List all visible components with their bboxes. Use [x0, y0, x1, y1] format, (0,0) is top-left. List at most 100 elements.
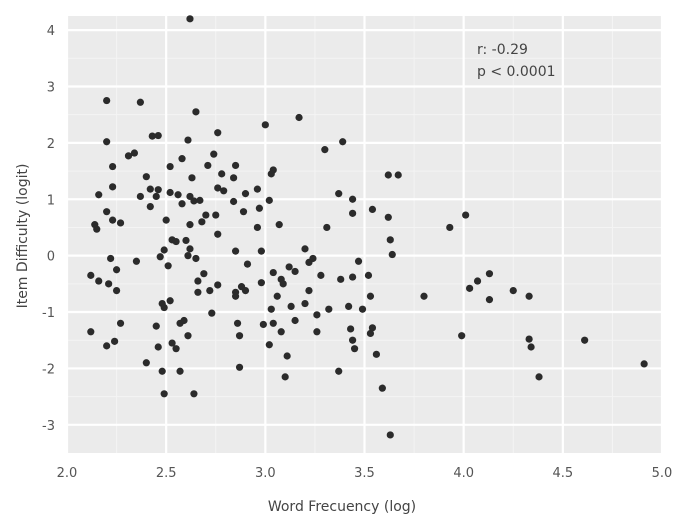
data-point: [148, 132, 156, 140]
data-point: [388, 250, 396, 259]
data-point: [186, 245, 194, 253]
data-point: [93, 225, 101, 233]
data-point: [323, 223, 331, 232]
data-point: [180, 316, 188, 325]
data-point: [156, 253, 164, 261]
data-point: [109, 162, 117, 171]
data-point: [269, 319, 277, 327]
data-point: [239, 208, 248, 216]
data-point: [206, 287, 214, 295]
data-point: [235, 363, 244, 371]
data-point: [166, 188, 174, 197]
data-point: [202, 211, 210, 219]
data-point: [186, 15, 194, 23]
data-point: [368, 205, 377, 214]
data-point: [265, 196, 273, 204]
y-axis-ticks: -3 -2 -1 0 1 2 3 4: [42, 24, 55, 434]
data-point: [259, 320, 267, 329]
data-point: [301, 299, 309, 308]
data-point: [124, 152, 133, 160]
data-point: [111, 337, 119, 345]
data-point: [317, 271, 325, 279]
data-point: [174, 191, 182, 199]
data-point: [581, 336, 589, 344]
data-point: [337, 275, 345, 283]
data-point: [103, 96, 111, 105]
data-point: [347, 325, 355, 333]
data-point: [192, 254, 200, 263]
data-point: [265, 341, 273, 349]
data-point: [172, 237, 180, 246]
data-point: [162, 216, 170, 224]
data-point: [182, 236, 190, 245]
data-point: [241, 190, 250, 198]
data-point: [154, 131, 162, 140]
data-point: [146, 202, 154, 211]
data-point: [107, 254, 115, 263]
data-point: [462, 211, 470, 219]
y-tick-label: -3: [42, 419, 55, 434]
data-point: [184, 332, 192, 340]
data-point: [309, 254, 317, 263]
y-tick-label: -2: [42, 362, 55, 377]
data-point: [166, 162, 174, 171]
data-point: [168, 339, 176, 347]
data-point: [142, 359, 150, 367]
data-point: [231, 247, 240, 255]
data-point: [384, 213, 392, 221]
x-tick-label: 3.0: [255, 466, 276, 481]
data-point: [190, 197, 198, 205]
data-point: [132, 257, 141, 265]
data-point: [152, 322, 160, 330]
data-point: [349, 209, 357, 217]
data-point: [287, 302, 295, 310]
data-point: [253, 185, 261, 193]
data-point: [214, 230, 222, 238]
data-point: [253, 223, 261, 232]
data-point: [364, 271, 373, 279]
data-point: [190, 390, 198, 398]
data-point: [313, 311, 321, 319]
data-point: [95, 191, 103, 199]
data-point: [386, 431, 394, 439]
data-point: [231, 292, 240, 300]
data-point: [345, 302, 353, 310]
data-point: [200, 270, 208, 278]
data-point: [509, 287, 517, 295]
data-point: [87, 271, 95, 279]
data-point: [196, 196, 204, 204]
data-point: [160, 303, 168, 312]
data-point: [291, 316, 299, 325]
data-point: [295, 113, 303, 122]
data-point: [640, 360, 648, 368]
data-point: [214, 129, 222, 137]
data-point: [446, 223, 454, 232]
data-point: [105, 280, 113, 288]
data-point: [160, 390, 168, 398]
data-point: [130, 149, 139, 157]
data-point: [166, 297, 174, 305]
data-point: [261, 121, 269, 129]
data-point: [186, 221, 194, 229]
data-point: [275, 221, 283, 229]
data-point: [384, 171, 392, 179]
data-point: [366, 292, 375, 300]
data-point: [212, 211, 220, 219]
data-point: [158, 367, 166, 375]
data-point: [277, 328, 285, 336]
data-point: [321, 146, 329, 154]
data-point: [281, 373, 289, 381]
data-point: [291, 267, 299, 276]
data-point: [142, 173, 150, 181]
y-axis-label: Item Difficulty (logit): [15, 164, 31, 309]
data-point: [235, 332, 244, 340]
data-point: [279, 280, 287, 288]
data-point: [350, 345, 359, 353]
data-point: [95, 277, 103, 285]
data-point: [214, 281, 222, 289]
data-point: [354, 257, 363, 265]
data-point: [525, 335, 533, 343]
data-point: [154, 343, 162, 351]
y-tick-label: 0: [47, 250, 55, 265]
data-point: [458, 332, 466, 340]
